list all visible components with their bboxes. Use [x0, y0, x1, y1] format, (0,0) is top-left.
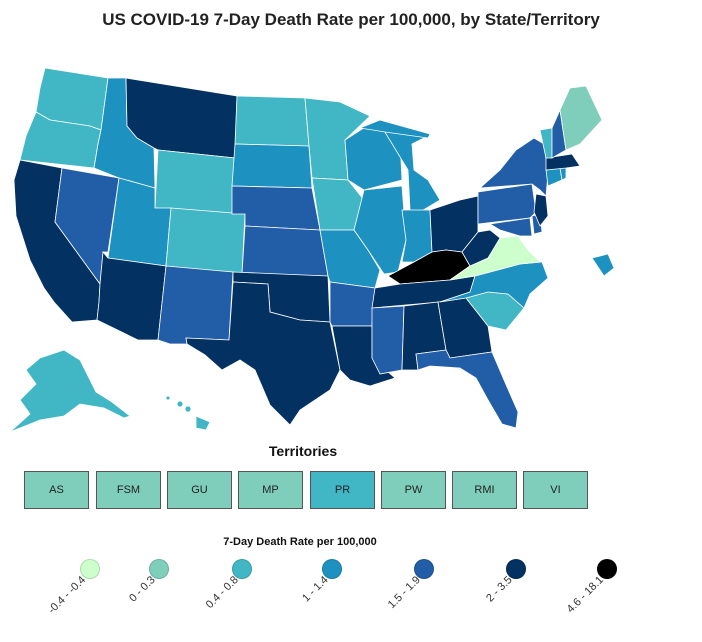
alaska[interactable]	[9, 349, 131, 433]
territories-title: Territories	[268, 443, 338, 459]
territory-label: VI	[550, 484, 561, 496]
territory-label: PR	[334, 484, 351, 496]
legend-label: -0.4 - -0.4	[46, 574, 89, 617]
territory-mp[interactable]: MP	[238, 471, 303, 509]
hawaii-islet-3[interactable]	[184, 405, 192, 413]
legend-label: 4.6 - 18.1	[564, 574, 606, 616]
legend-swatch	[322, 559, 342, 579]
west-virginia[interactable]	[461, 229, 501, 267]
texas[interactable]	[185, 281, 341, 426]
legend-label: 0.4 - 0.8	[203, 574, 241, 612]
hawaii-islet-2[interactable]	[176, 400, 184, 408]
new-jersey[interactable]	[533, 193, 549, 227]
territory-fsm[interactable]: FSM	[96, 471, 161, 509]
legend-swatch	[149, 559, 169, 579]
territory-gu[interactable]: GU	[167, 471, 232, 509]
legend-label: 1 - 1.4	[299, 574, 331, 605]
legend-label: 1.5 - 1.9	[385, 574, 423, 612]
hawaii-islet-1[interactable]	[165, 395, 171, 401]
maryland[interactable]	[488, 217, 533, 237]
territory-label: RMI	[474, 484, 495, 496]
kansas[interactable]	[241, 225, 329, 277]
massachusetts[interactable]	[545, 153, 581, 171]
colorado[interactable]	[165, 207, 246, 275]
michigan[interactable]	[379, 123, 441, 213]
legend-swatch	[414, 559, 434, 579]
us-map	[9, 67, 615, 433]
arkansas[interactable]	[329, 281, 376, 327]
territory-label: AS	[49, 484, 64, 496]
illinois[interactable]	[353, 185, 407, 275]
territories-row: AS FSM GU MP PR PW RMI VI	[24, 471, 594, 511]
territory-label: FSM	[116, 484, 141, 496]
hawaii[interactable]	[195, 415, 211, 431]
wyoming[interactable]	[154, 149, 236, 215]
florida[interactable]	[415, 349, 519, 429]
legend-swatch	[232, 559, 252, 579]
territory-label: PW	[404, 484, 423, 496]
legend-swatch	[506, 559, 526, 579]
north-dakota[interactable]	[234, 95, 310, 147]
nebraska[interactable]	[231, 185, 321, 231]
territory-pr[interactable]: PR	[310, 471, 375, 509]
territory-pw[interactable]: PW	[381, 471, 446, 509]
puerto-rico[interactable]	[591, 253, 615, 277]
arizona[interactable]	[96, 251, 167, 341]
legend-swatch	[80, 559, 100, 579]
new-mexico[interactable]	[157, 265, 234, 345]
pennsylvania[interactable]	[477, 183, 537, 225]
mississippi[interactable]	[371, 305, 405, 375]
legend-label: 2 - 3.5	[483, 574, 515, 605]
south-dakota[interactable]	[231, 143, 313, 189]
maine[interactable]	[559, 85, 603, 151]
territory-label: GU	[191, 484, 208, 496]
territory-label: MP	[262, 484, 279, 496]
territory-vi[interactable]: VI	[523, 471, 588, 509]
page-title: US COVID-19 7-Day Death Rate per 100,000…	[102, 10, 600, 29]
legend-label: 0 - 0.3	[126, 574, 158, 605]
territory-rmi[interactable]: RMI	[452, 471, 517, 509]
connecticut[interactable]	[545, 167, 563, 187]
legend-swatch	[597, 559, 617, 579]
territory-as[interactable]: AS	[24, 471, 89, 509]
michigan-upper[interactable]	[358, 119, 431, 139]
legend-title: 7-Day Death Rate per 100,000	[223, 536, 377, 548]
